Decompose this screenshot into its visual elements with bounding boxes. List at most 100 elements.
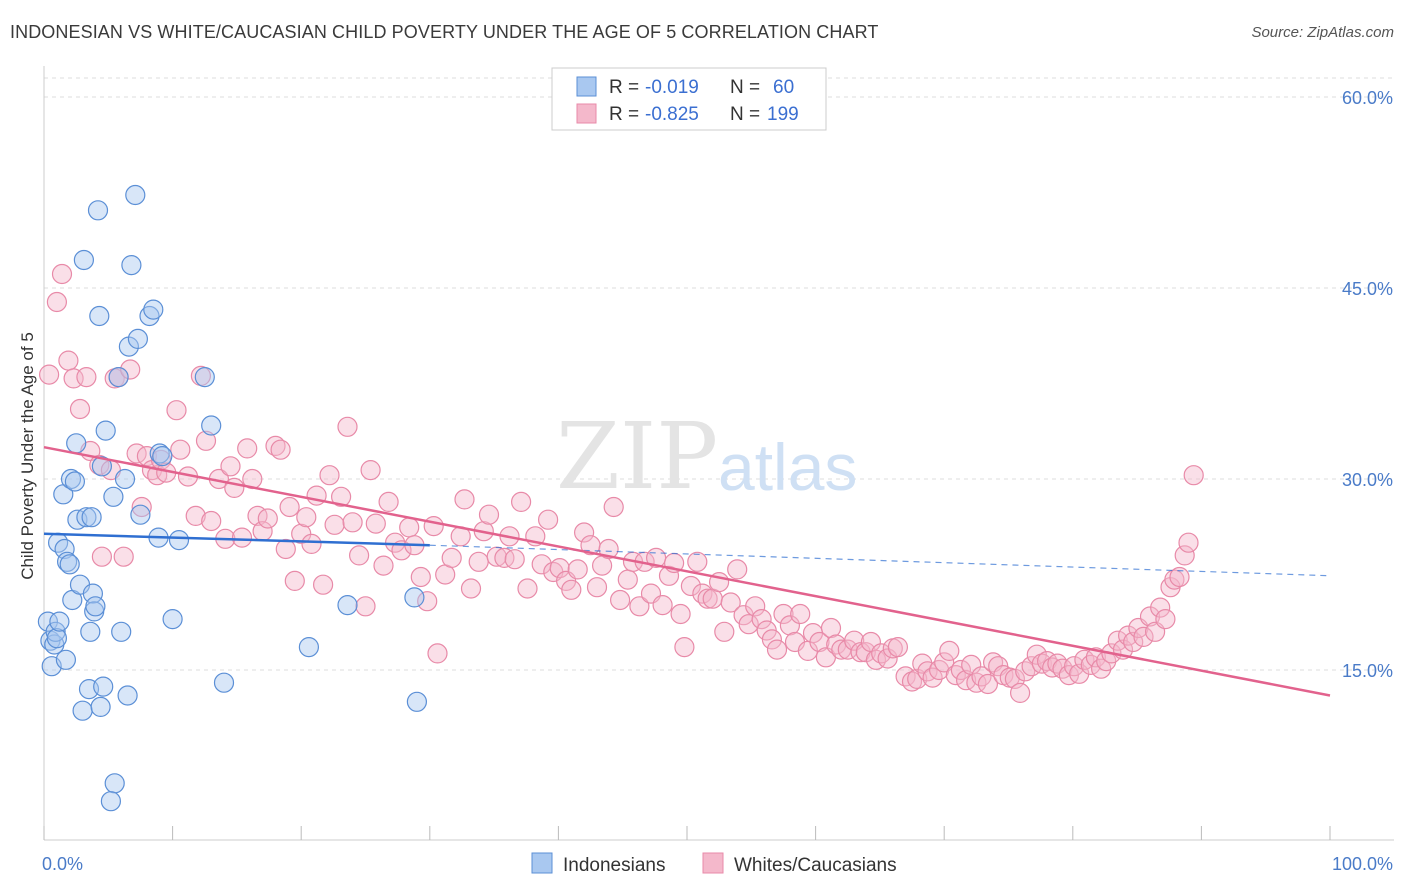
data-point-whites <box>1169 566 1190 588</box>
data-point-whites <box>284 570 305 592</box>
data-point-whites <box>714 621 735 642</box>
data-point-whites <box>790 603 811 625</box>
bottom-legend-indonesians: Indonesians <box>563 855 665 876</box>
data-point-indonesians <box>55 649 77 670</box>
data-point-indonesians <box>56 551 78 572</box>
data-point-indonesians <box>90 696 111 718</box>
y-axis-label: Child Poverty Under the Age of 5 <box>18 332 37 580</box>
trend-line-indonesians <box>43 532 430 547</box>
data-point-whites <box>598 538 619 560</box>
data-point-whites <box>617 569 638 590</box>
legend-r-value: -0.019 <box>645 77 699 98</box>
chart-title: INDONESIAN VS WHITE/CAUCASIAN CHILD POVE… <box>10 22 879 42</box>
data-point-indonesians <box>125 184 146 206</box>
data-point-whites <box>820 617 842 639</box>
data-point-indonesians <box>73 249 95 271</box>
legend-n-value: 60 <box>773 77 794 98</box>
data-point-whites <box>977 673 999 695</box>
data-point-whites <box>697 588 718 609</box>
data-point-whites <box>46 291 68 313</box>
data-point-whites <box>1183 465 1204 486</box>
data-point-whites <box>939 640 960 662</box>
data-point-whites <box>517 578 538 599</box>
data-point-indonesians <box>404 587 425 608</box>
bottom-legend-whites: Whites/Caucasians <box>734 855 897 876</box>
data-point-whites <box>441 547 462 569</box>
data-point-whites <box>1174 545 1195 566</box>
data-point-whites <box>773 603 794 625</box>
data-point-whites <box>652 594 673 616</box>
data-point-indonesians <box>54 538 75 560</box>
data-point-whites <box>1085 647 1107 668</box>
x-tick-label: 0.0% <box>42 854 83 874</box>
data-point-indonesians <box>93 676 114 697</box>
data-point-whites <box>113 546 134 567</box>
data-point-whites <box>423 515 444 537</box>
legend-r-label: R = <box>609 104 639 125</box>
data-point-whites <box>887 636 909 658</box>
data-point-indonesians <box>89 305 110 327</box>
watermark-zip: ZIP <box>556 403 718 510</box>
legend-box <box>551 67 827 131</box>
data-point-whites <box>855 642 876 663</box>
data-point-whites <box>809 631 830 653</box>
data-point-indonesians <box>121 255 142 276</box>
data-point-whites <box>131 496 152 518</box>
data-point-whites <box>1155 608 1176 630</box>
data-point-indonesians <box>201 415 222 436</box>
data-point-indonesians <box>117 685 138 706</box>
data-point-indonesians <box>139 305 160 327</box>
data-point-whites <box>950 659 972 681</box>
data-point-indonesians <box>103 486 124 507</box>
data-point-whites <box>766 639 788 660</box>
data-point-indonesians <box>45 621 66 642</box>
data-point-whites <box>1133 626 1154 648</box>
data-point-whites <box>120 359 141 380</box>
data-point-whites <box>275 538 296 560</box>
data-point-whites <box>1150 597 1171 618</box>
data-point-whites <box>417 591 438 612</box>
data-point-whites <box>510 491 532 512</box>
data-point-whites <box>934 652 955 673</box>
series-indonesians <box>37 184 427 812</box>
data-point-indonesians <box>46 628 68 649</box>
data-point-whites <box>291 523 312 544</box>
data-point-whites <box>1031 653 1053 674</box>
data-point-whites <box>1178 532 1199 553</box>
y-tick-labels: 15.0% 30.0% 45.0% 60.0% <box>1342 88 1393 681</box>
bottom-legend-swatch-whites <box>702 852 724 874</box>
data-point-indonesians <box>100 791 122 812</box>
watermark-atlas: atlas <box>718 430 857 504</box>
data-point-indonesians <box>104 773 125 794</box>
data-point-whites <box>51 263 73 285</box>
series-whites-caucasians <box>38 263 1204 704</box>
data-point-whites <box>224 477 245 498</box>
y-tick-label: 30.0% <box>1342 470 1393 490</box>
data-point-whites <box>751 608 772 630</box>
data-point-whites <box>561 579 582 600</box>
data-point-indonesians <box>91 456 113 477</box>
data-point-whites <box>901 671 923 692</box>
data-point-indonesians <box>95 420 116 441</box>
trend-lines <box>43 445 1331 697</box>
data-point-whites <box>454 489 475 510</box>
data-point-whites <box>195 430 217 451</box>
data-point-whites <box>220 456 241 477</box>
data-point-whites <box>360 460 381 481</box>
legend-swatch-whites <box>576 103 597 124</box>
data-point-whites <box>319 465 340 486</box>
legend-r-label: R = <box>609 77 639 98</box>
data-point-whites <box>38 364 60 385</box>
data-point-indonesians <box>85 596 106 617</box>
legend-n-label: N = <box>730 104 760 125</box>
data-point-whites <box>373 555 394 576</box>
trend-line-whites <box>43 445 1331 697</box>
data-point-whites <box>494 547 515 569</box>
data-point-whites <box>738 614 759 635</box>
bottom-legend: Indonesians Whites/Caucasians <box>531 852 897 876</box>
legend-swatch-indonesians <box>576 76 597 97</box>
data-point-whites <box>270 439 291 460</box>
data-point-whites <box>567 559 588 580</box>
data-point-whites <box>342 512 363 533</box>
